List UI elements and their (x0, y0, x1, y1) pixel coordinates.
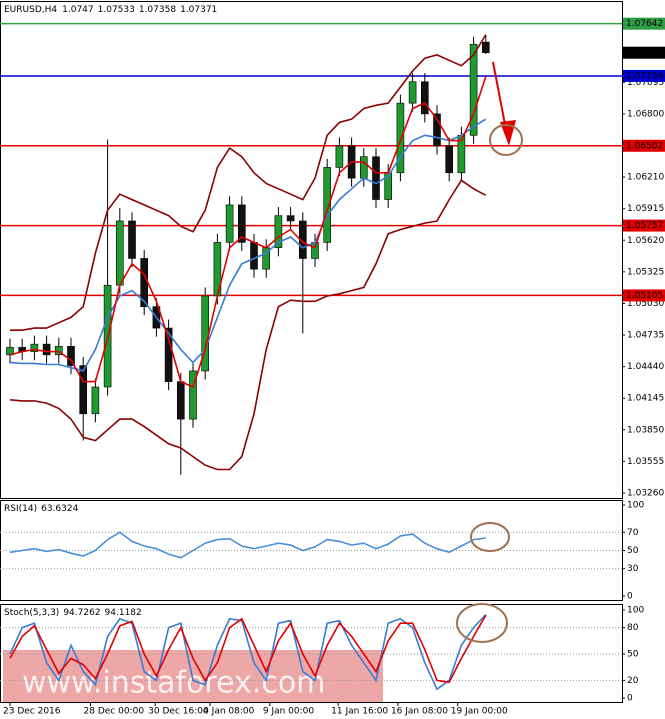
y-tick-label: 30 (627, 564, 639, 574)
level-label: 1.07154 (626, 71, 663, 81)
y-tick-label: 80 (627, 623, 639, 633)
rsi-last: 63.6324 (41, 504, 78, 514)
y-tick-label: 1.06210 (627, 173, 664, 183)
y-tick-label: 1.04145 (627, 394, 664, 404)
x-tick-label: 23 Dec 2016 (3, 707, 61, 717)
stoch-title: Stoch(5,3,3) (4, 608, 59, 618)
rsi-header: RSI(14) 63.6324 (4, 504, 79, 514)
y-tick-label: 1.05030 (627, 299, 664, 309)
candle-body (79, 365, 87, 415)
series-line (9, 179, 487, 471)
series-line (10, 34, 487, 331)
level-box (623, 69, 665, 82)
y-tick-label: 0 (627, 694, 633, 704)
level-box (623, 219, 665, 232)
y-tick-label: 1.06800 (627, 109, 664, 119)
y-tick-label: 50 (627, 650, 639, 660)
candle-body (481, 41, 490, 53)
candle-body (420, 81, 429, 115)
candle-body (359, 156, 368, 179)
last-close: 1.07371 (180, 5, 217, 15)
x-tick-label: 4 Jan 08:00 (203, 707, 255, 717)
level-box (623, 139, 665, 152)
y-tick-label: 1.05620 (627, 236, 664, 246)
x-tick-label: 11 Jan 16:00 (331, 707, 388, 717)
circle-marker (489, 124, 523, 156)
candle-body (201, 295, 209, 372)
x-tick-label: 28 Dec 00:00 (84, 707, 145, 717)
x-tick-label: 30 Dec 16:00 (148, 707, 209, 717)
series-line (9, 531, 486, 559)
stoch-main-last: 94.7262 (63, 608, 100, 618)
circle-marker (456, 603, 508, 643)
candle-body (274, 215, 283, 249)
candle-body (445, 145, 454, 174)
y-tick-label: 50 (627, 546, 639, 556)
candle-body (408, 81, 417, 104)
y-tick-label: 1.04735 (627, 331, 664, 341)
price-label: 1.07371 (626, 48, 663, 58)
y-tick-label: 1.03555 (627, 457, 664, 467)
candle-body (250, 242, 258, 270)
stoch-signal-last: 94.1182 (105, 608, 142, 618)
series-line (9, 76, 487, 389)
candle-body (189, 370, 197, 420)
candle-body (91, 386, 100, 415)
level-box (623, 17, 665, 30)
level-box (623, 289, 665, 302)
candle-body (469, 43, 478, 136)
candle-body (67, 345, 75, 366)
candle-body (30, 343, 39, 352)
stoch-header: Stoch(5,3,3) 94.7262 94.1182 (4, 608, 142, 618)
x-tick-label: 16 Jan 08:00 (391, 707, 448, 717)
candle-body (238, 204, 246, 243)
candle-body (164, 327, 173, 382)
level-label: 1.06502 (626, 141, 663, 151)
symbol: EURUSD,H4 (4, 5, 57, 15)
level-label: 1.07642 (626, 19, 663, 29)
candle-body (54, 345, 63, 356)
candle-body (225, 204, 234, 243)
y-tick-label: 1.05325 (627, 267, 664, 277)
price-header: EURUSD,H4 1.0747 1.07533 1.07358 1.07371 (4, 5, 217, 15)
x-tick-label: 19 Jan 00:00 (451, 707, 508, 717)
y-tick-label: 100 (627, 501, 644, 511)
y-tick-label: 1.03850 (627, 425, 664, 435)
candle-body (323, 167, 332, 243)
annotations (456, 61, 523, 643)
circle-marker (470, 522, 510, 552)
level-label: 1.05105 (626, 291, 663, 301)
y-tick-label: 100 (627, 606, 644, 616)
candle-body (433, 113, 441, 147)
y-tick-label: 1.05915 (627, 204, 664, 214)
candle-body (42, 343, 51, 356)
rsi-title: RSI(14) (4, 504, 37, 514)
watermark: www.instaforex.com (22, 666, 325, 701)
last-high: 1.07533 (98, 5, 135, 15)
y-tick-label: 1.04440 (627, 362, 664, 372)
candle-body (372, 156, 380, 200)
plot-layer: 1.03260 1.03555 1.03850 1.04145 1.04440 1.047… (0, 17, 665, 717)
level-label: 1.05757 (626, 221, 663, 231)
y-tick-label: 1.07095 (627, 78, 664, 88)
candle-body (396, 102, 405, 174)
candle-body (335, 145, 344, 168)
candle-body (311, 242, 319, 259)
series-line (9, 614, 487, 684)
y-tick-label: 20 (627, 676, 639, 686)
price-panel (0, 1, 623, 499)
y-tick-label: 0 (627, 592, 633, 602)
price-box (623, 46, 665, 59)
candle-body (128, 220, 136, 259)
candle-body (177, 381, 185, 420)
candle-body (286, 215, 295, 222)
series-line (9, 118, 487, 372)
last-low: 1.07358 (139, 5, 176, 15)
last-open: 1.0747 (62, 5, 94, 15)
candle-body (116, 220, 124, 286)
y-tick-label: 70 (627, 528, 639, 538)
y-tick-label: 1.03260 (627, 489, 664, 499)
x-tick-label: 9 Jan 00:00 (263, 707, 315, 717)
